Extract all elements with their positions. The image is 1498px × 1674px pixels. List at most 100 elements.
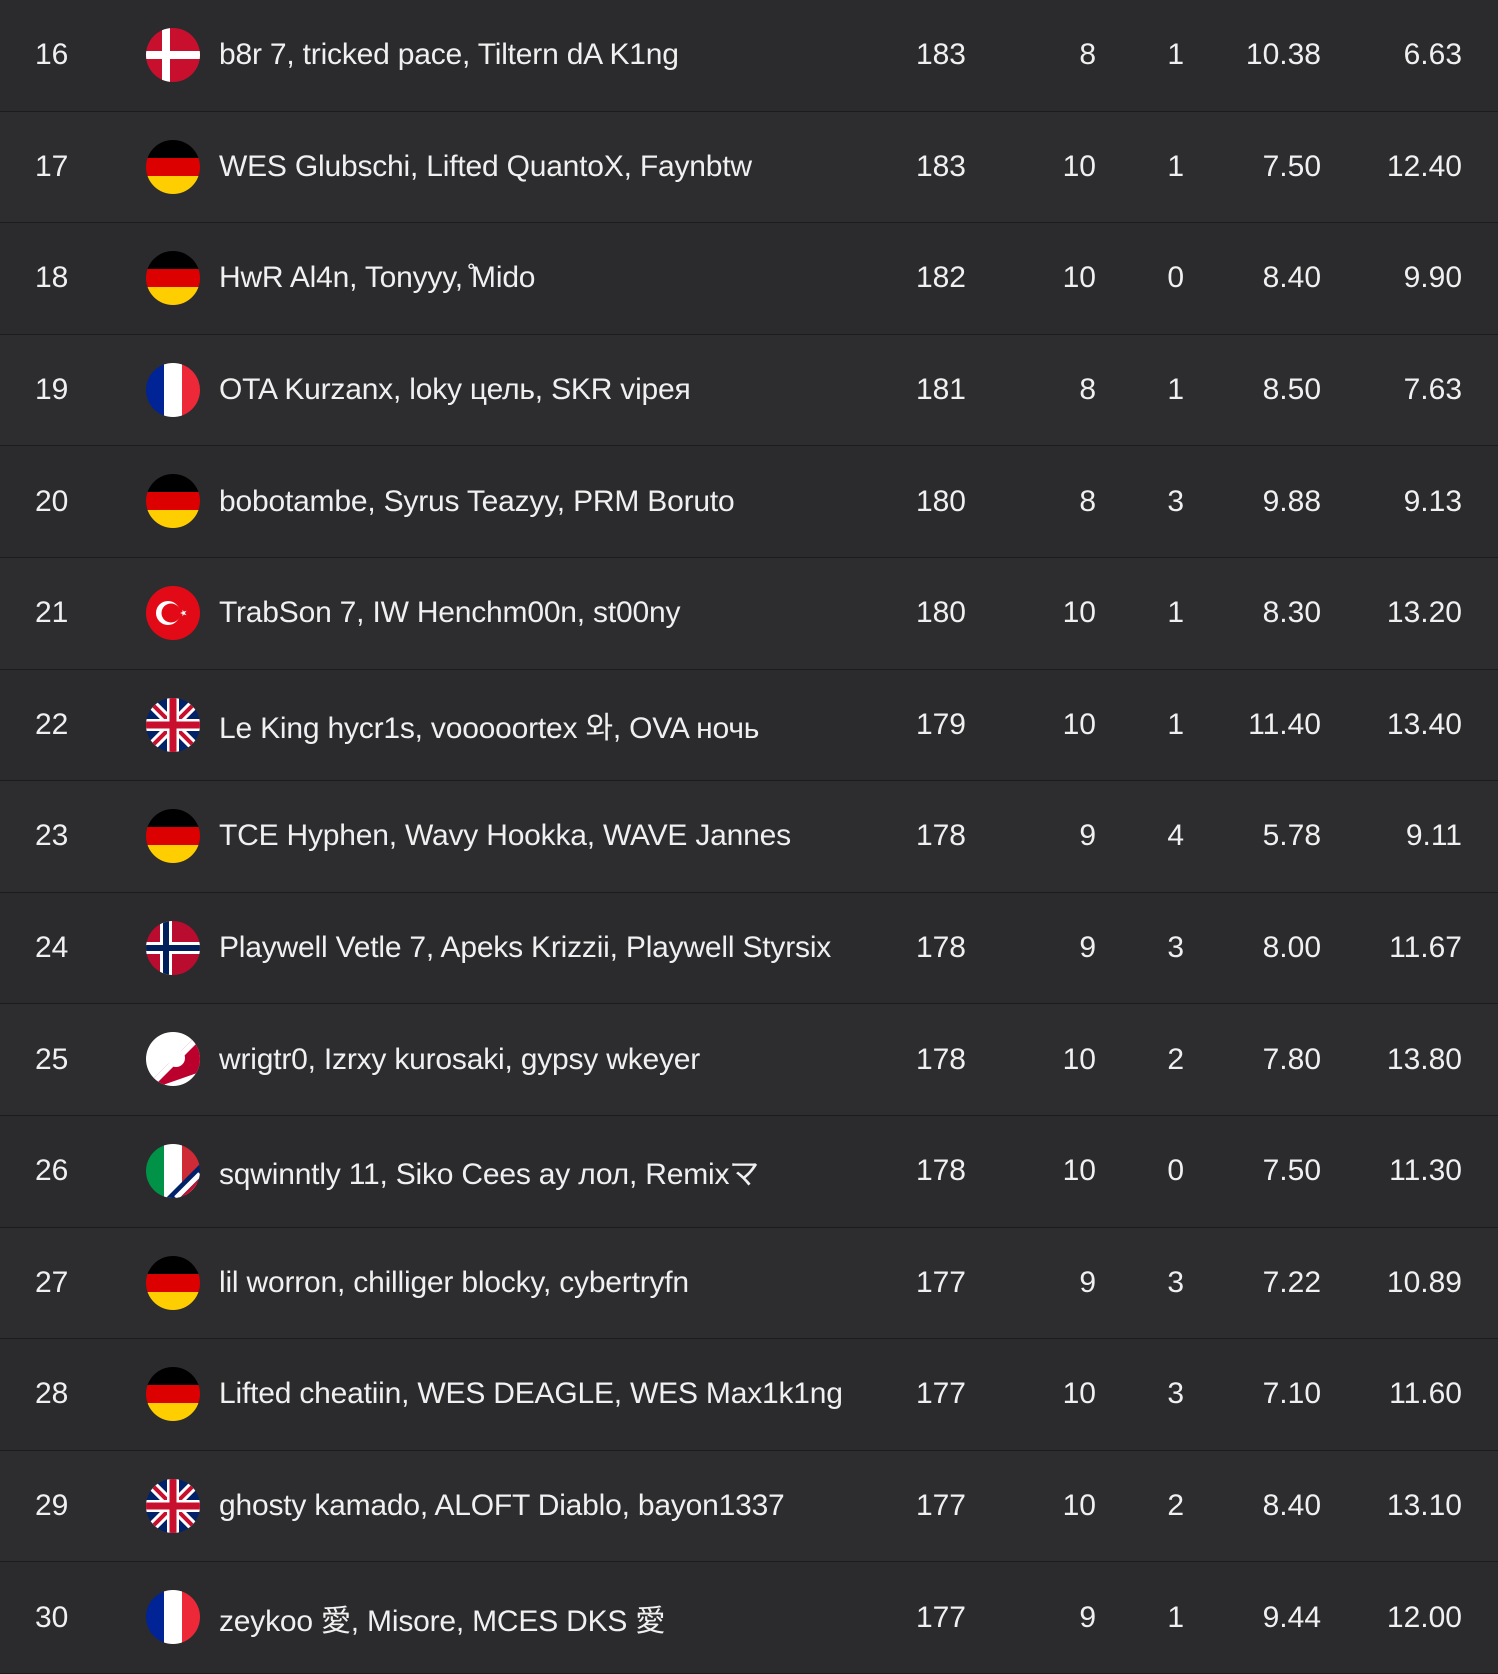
rank: 22 [35, 707, 69, 741]
mixed-flag-icon [146, 1032, 200, 1087]
points: 177 [915, 1489, 966, 1523]
avg-kills: 11.30 [1389, 1154, 1462, 1188]
wins: 2 [1167, 1042, 1184, 1076]
rank: 21 [35, 596, 69, 630]
points: 183 [915, 38, 966, 72]
rank: 19 [35, 373, 69, 407]
table-row[interactable]: 24 Playwell Vetle 7, Apeks Krizzii, Play… [0, 892, 1498, 1005]
wins: 3 [1167, 931, 1184, 965]
rank: 26 [35, 1154, 69, 1188]
avg-placement: 8.30 [1262, 596, 1321, 630]
team-names: TrabSon 7, IW Henchm00n, st00ny [219, 596, 681, 630]
table-row[interactable]: 19 OTA Kurzanx, loky цель, SKR vipeя 181… [0, 334, 1498, 447]
matches: 9 [1079, 819, 1096, 853]
points: 178 [915, 819, 966, 853]
team-names: ghosty kamado, ALOFT Diablo, bayon1337 [219, 1489, 785, 1523]
rank: 16 [35, 38, 69, 72]
table-row[interactable]: 26 sqwinntly 11, Siko Cees ay лол, Remix… [0, 1115, 1498, 1228]
points: 181 [915, 373, 966, 407]
table-row[interactable]: 25 wrigtr0, Izrxy kurosaki, gypsy wkeyer… [0, 1004, 1498, 1116]
rank: 20 [35, 484, 69, 518]
avg-kills: 13.40 [1386, 707, 1462, 741]
avg-placement: 7.80 [1262, 1042, 1321, 1076]
avg-placement: 8.40 [1262, 261, 1321, 295]
rank: 29 [35, 1489, 69, 1523]
avg-placement: 7.50 [1262, 149, 1321, 183]
table-row[interactable]: 30 zeykoo 愛, Misore, MCES DKS 愛 177 9 1 … [0, 1562, 1498, 1674]
avg-placement: 9.88 [1262, 484, 1321, 518]
team-names: bobotambe, Syrus Teazyy, PRM Boruto [219, 484, 735, 518]
table-row[interactable]: 17 WES Glubschi, Lifted QuantoX, Faynbtw… [0, 111, 1498, 224]
table-row[interactable]: 27 lil worron, chilliger blocky, cybertr… [0, 1227, 1498, 1340]
points: 183 [915, 149, 966, 183]
matches: 10 [1062, 149, 1096, 183]
rank: 30 [35, 1600, 69, 1634]
rank: 27 [35, 1265, 69, 1299]
avg-placement: 7.22 [1262, 1265, 1321, 1299]
rank: 23 [35, 819, 69, 853]
avg-kills: 13.80 [1386, 1042, 1462, 1076]
avg-placement: 7.10 [1262, 1377, 1321, 1411]
france-flag-icon [146, 362, 200, 417]
table-row[interactable]: 16 b8r 7, tricked pace, Tiltern dA K1ng … [0, 0, 1498, 112]
avg-placement: 7.50 [1262, 1154, 1321, 1188]
points: 182 [915, 261, 966, 295]
avg-kills: 13.10 [1386, 1489, 1462, 1523]
italy-uk-flag-icon [146, 1143, 200, 1198]
wins: 3 [1167, 1265, 1184, 1299]
wins: 1 [1167, 707, 1184, 741]
table-row[interactable]: 29 ghosty kamado, ALOFT Diablo, bayon133… [0, 1450, 1498, 1563]
matches: 9 [1079, 1265, 1096, 1299]
points: 177 [915, 1377, 966, 1411]
avg-kills: 9.13 [1403, 484, 1462, 518]
points: 180 [915, 484, 966, 518]
avg-kills: 9.11 [1405, 819, 1462, 853]
matches: 10 [1062, 596, 1096, 630]
matches: 9 [1079, 931, 1096, 965]
wins: 3 [1167, 1377, 1184, 1411]
wins: 3 [1167, 484, 1184, 518]
matches: 10 [1062, 261, 1096, 295]
germany-flag-icon [146, 809, 200, 864]
avg-placement: 9.44 [1262, 1600, 1321, 1634]
wins: 1 [1167, 1600, 1184, 1634]
table-row[interactable]: 23 TCE Hyphen, Wavy Hookka, WAVE Jannes … [0, 781, 1498, 893]
matches: 8 [1079, 484, 1096, 518]
rank: 28 [35, 1377, 69, 1411]
france-flag-icon [146, 1590, 200, 1645]
denmark-flag-icon [146, 28, 200, 82]
wins: 4 [1167, 819, 1184, 853]
wins: 0 [1167, 261, 1184, 295]
matches: 8 [1079, 38, 1096, 72]
team-names: HwR Al4n, Tonyyy, ̊Mido [219, 261, 536, 295]
avg-kills: 12.40 [1386, 149, 1462, 183]
points: 178 [915, 931, 966, 965]
table-row[interactable]: 22 Le King hycr1s, vooooortex 와, OVA ноч… [0, 669, 1498, 782]
team-names: WES Glubschi, Lifted QuantoX, Faynbtw [219, 149, 752, 183]
wins: 0 [1167, 1154, 1184, 1188]
team-names: Le King hycr1s, vooooortex 와, OVA ночь [219, 711, 760, 745]
matches: 10 [1062, 1042, 1096, 1076]
table-row[interactable]: 18 HwR Al4n, Tonyyy, ̊Mido 182 10 0 8.40… [0, 223, 1498, 335]
avg-placement: 8.00 [1262, 931, 1321, 965]
points: 177 [915, 1265, 966, 1299]
points: 178 [915, 1154, 966, 1188]
germany-flag-icon [146, 139, 200, 194]
avg-kills: 11.67 [1389, 931, 1462, 965]
table-row[interactable]: 21 TrabSon 7, IW Henchm00n, st00ny 180 1… [0, 557, 1498, 670]
team-names: OTA Kurzanx, loky цель, SKR vipeя [219, 373, 691, 407]
avg-placement: 10.38 [1245, 38, 1321, 72]
avg-placement: 11.40 [1248, 707, 1321, 741]
team-names: TCE Hyphen, Wavy Hookka, WAVE Jannes [219, 819, 791, 853]
table-row[interactable]: 28 Lifted cheatiin, WES DEAGLE, WES Max1… [0, 1339, 1498, 1451]
matches: 10 [1062, 1154, 1096, 1188]
wins: 1 [1167, 373, 1184, 407]
points: 177 [915, 1600, 966, 1634]
norway-flag-icon [146, 920, 200, 975]
avg-placement: 8.40 [1262, 1489, 1321, 1523]
avg-kills: 13.20 [1386, 596, 1462, 630]
table-row[interactable]: 20 bobotambe, Syrus Teazyy, PRM Boruto 1… [0, 446, 1498, 558]
germany-flag-icon [146, 1367, 200, 1422]
points: 178 [915, 1042, 966, 1076]
avg-placement: 5.78 [1262, 819, 1321, 853]
